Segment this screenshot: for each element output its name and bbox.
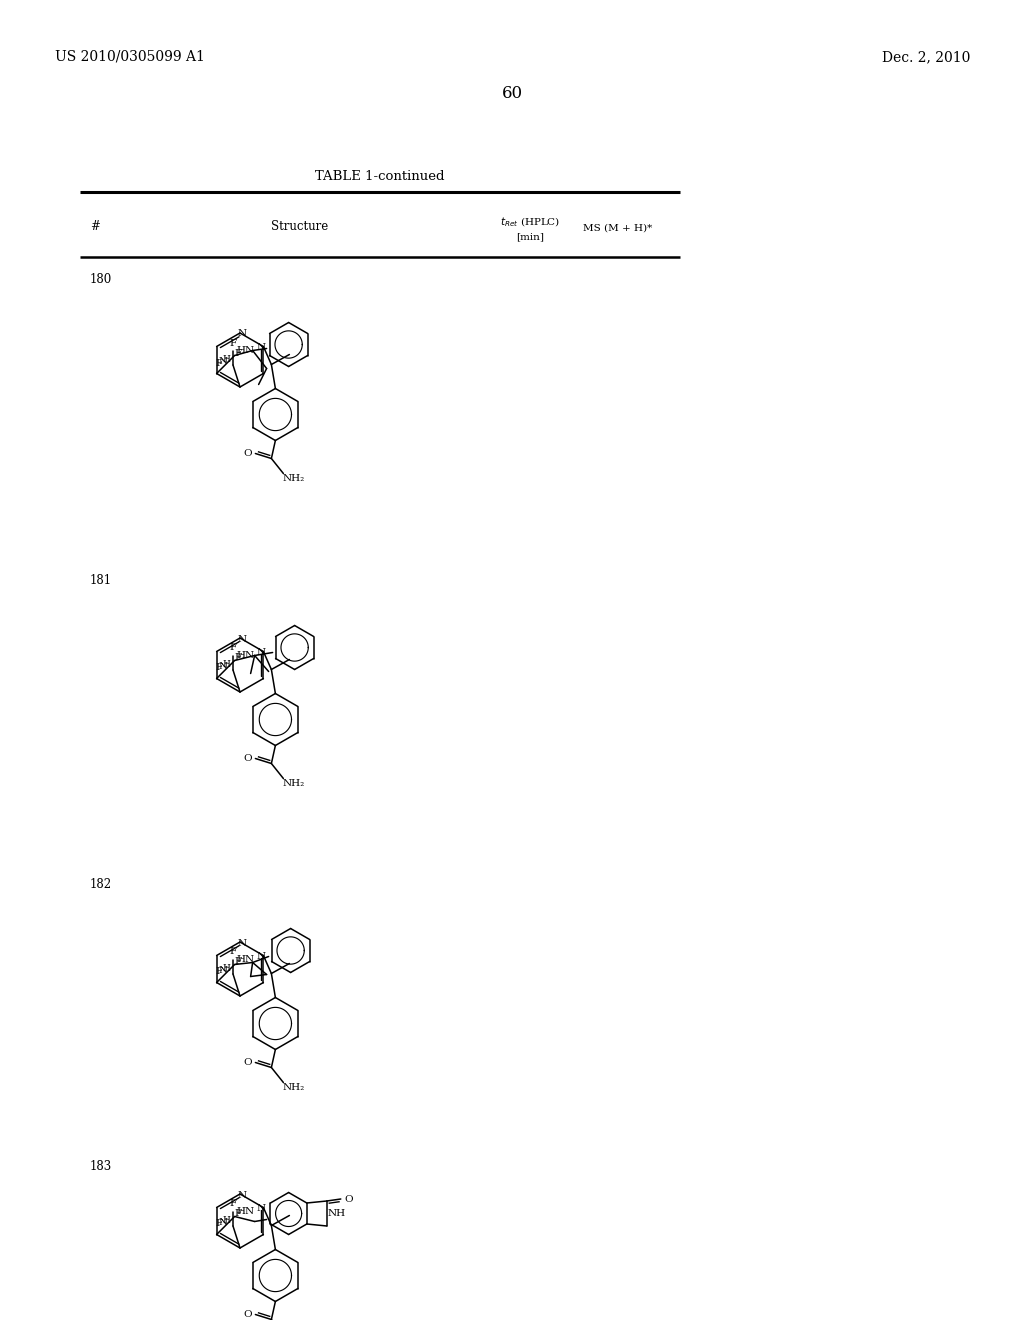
Text: N: N: [218, 663, 227, 671]
Text: 182: 182: [90, 878, 112, 891]
Text: #: #: [90, 220, 100, 234]
Text: N: N: [238, 1191, 247, 1200]
Text: F: F: [215, 968, 222, 977]
Text: Structure: Structure: [271, 220, 329, 234]
Text: F: F: [234, 957, 242, 966]
Text: N: N: [218, 1218, 227, 1228]
Text: 183: 183: [90, 1160, 113, 1173]
Text: N: N: [257, 648, 266, 657]
Text: NH₂: NH₂: [283, 474, 304, 483]
Text: F: F: [215, 359, 222, 367]
Text: F: F: [234, 1209, 242, 1218]
Text: F: F: [229, 644, 237, 652]
Text: F: F: [234, 348, 242, 358]
Text: F: F: [229, 1200, 237, 1209]
Text: 180: 180: [90, 273, 113, 286]
Text: NH₂: NH₂: [283, 779, 304, 788]
Text: F: F: [229, 338, 237, 347]
Text: TABLE 1-continued: TABLE 1-continued: [315, 170, 444, 183]
Text: O: O: [243, 754, 252, 763]
Text: N: N: [238, 939, 247, 948]
Text: N: N: [257, 1204, 266, 1213]
Text: 60: 60: [502, 84, 522, 102]
Text: US 2010/0305099 A1: US 2010/0305099 A1: [55, 50, 205, 63]
Text: O: O: [344, 1195, 353, 1204]
Text: F: F: [215, 664, 222, 672]
Text: N: N: [257, 952, 266, 961]
Text: HN: HN: [237, 1206, 254, 1216]
Text: N: N: [218, 966, 227, 975]
Text: F: F: [229, 948, 237, 957]
Text: F: F: [215, 1220, 222, 1229]
Text: N: N: [238, 635, 247, 644]
Text: HN: HN: [237, 651, 254, 660]
Text: N: N: [238, 330, 247, 338]
Text: H: H: [222, 660, 230, 669]
Text: H: H: [222, 355, 230, 364]
Text: HN: HN: [237, 954, 254, 964]
Text: [min]: [min]: [516, 232, 544, 242]
Text: H: H: [222, 1216, 230, 1225]
Text: N: N: [257, 343, 266, 352]
Text: H: H: [222, 964, 230, 973]
Text: O: O: [243, 449, 252, 458]
Text: NH₂: NH₂: [283, 1082, 304, 1092]
Text: O: O: [243, 1059, 252, 1067]
Text: $\mathit{t}_{Ret}$ (HPLC): $\mathit{t}_{Ret}$ (HPLC): [500, 215, 560, 228]
Text: F: F: [234, 653, 242, 663]
Text: O: O: [243, 1309, 252, 1319]
Text: HN: HN: [237, 346, 254, 355]
Text: MS (M + H)*: MS (M + H)*: [584, 224, 652, 234]
Text: 181: 181: [90, 574, 112, 587]
Text: Dec. 2, 2010: Dec. 2, 2010: [882, 50, 970, 63]
Text: NH: NH: [328, 1209, 346, 1218]
Text: N: N: [218, 356, 227, 366]
